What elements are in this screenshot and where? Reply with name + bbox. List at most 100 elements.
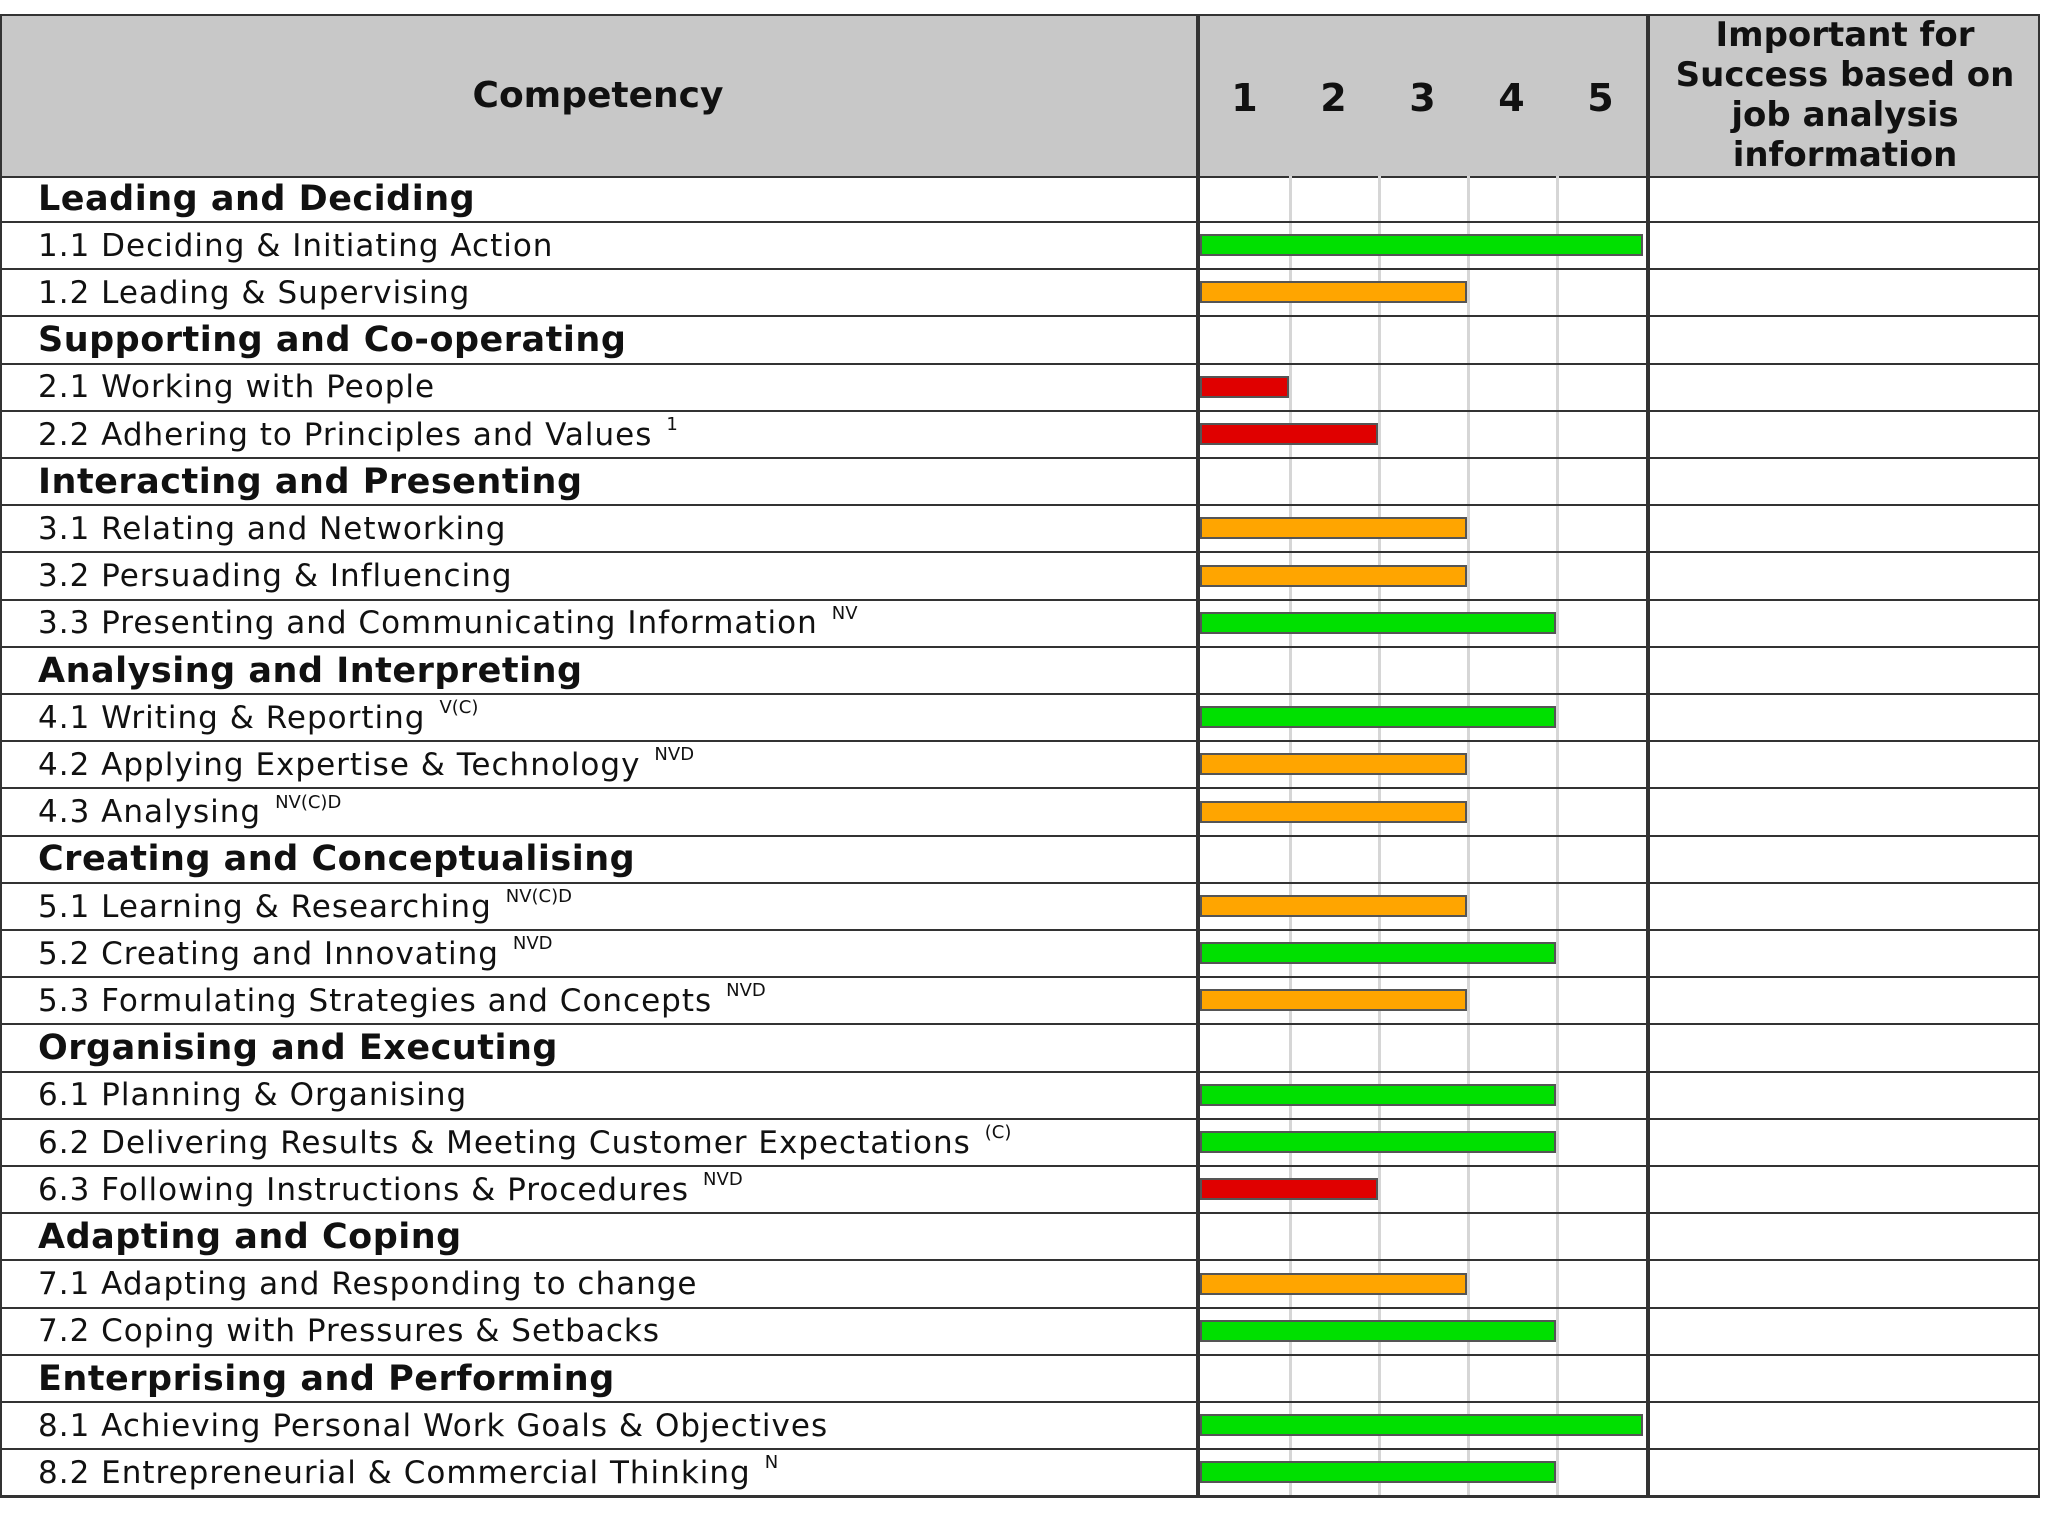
label-text: Adapting and Coping — [38, 1216, 462, 1257]
label-footnote: NV(C)D — [275, 791, 342, 813]
competency-row: 1.1 Deciding & Initiating Action — [0, 223, 2040, 271]
section-row: Analysing and Interpreting — [0, 648, 2040, 695]
competency-row: 5.3 Formulating Strategies and Concepts N… — [0, 978, 2040, 1026]
section-row: Organising and Executing — [0, 1026, 2040, 1073]
competency-label: 2.2 Adhering to Principles and Values 1 — [38, 412, 678, 457]
scale-label-1: 1 — [1231, 76, 1258, 120]
label-text: 5.2 Creating and Innovating — [38, 935, 499, 972]
rating-bar — [1200, 1083, 1556, 1106]
label-text: 5.1 Learning & Researching — [38, 888, 492, 925]
competency-label: 6.3 Following Instructions & Procedures N… — [38, 1167, 743, 1212]
section-row: Leading and Deciding — [0, 176, 2040, 223]
label-text: Analysing and Interpreting — [38, 650, 583, 691]
rating-bar — [1200, 1319, 1556, 1342]
header-scale: 1 2 3 4 5 — [1198, 14, 1646, 176]
competency-row: 6.3 Following Instructions & Procedures N… — [0, 1167, 2040, 1215]
label-text: 2.2 Adhering to Principles and Values — [38, 416, 653, 453]
label-text: 1.1 Deciding & Initiating Action — [38, 227, 554, 264]
section-label: Analysing and Interpreting — [38, 648, 583, 693]
section-label: Organising and Executing — [38, 1026, 558, 1071]
section-row: Creating and Conceptualising — [0, 837, 2040, 884]
competency-row: 6.2 Delivering Results & Meeting Custome… — [0, 1120, 2040, 1167]
competency-label: 7.2 Coping with Pressures & Setbacks — [38, 1309, 660, 1354]
header-competency: Competency — [472, 74, 724, 116]
competency-label: 4.3 Analysing NV(C)D — [38, 790, 341, 835]
table-header: Competency 1 2 3 4 5 Important for Succe… — [0, 14, 2040, 178]
label-text: 4.3 Analysing — [38, 794, 262, 831]
rating-bar — [1200, 753, 1467, 776]
label-text: 2.1 Working with People — [38, 369, 436, 406]
rating-bar — [1200, 800, 1467, 823]
competency-label: 8.2 Entrepreneurial & Commercial Thinkin… — [38, 1450, 778, 1495]
label-text: 3.3 Presenting and Communicating Informa… — [38, 605, 818, 642]
label-text: Supporting and Co-operating — [38, 320, 627, 361]
label-text: 7.1 Adapting and Responding to change — [38, 1266, 698, 1303]
label-text: 8.2 Entrepreneurial & Commercial Thinkin… — [38, 1454, 751, 1491]
competency-row: 6.1 Planning & Organising — [0, 1073, 2040, 1120]
label-text: Organising and Executing — [38, 1028, 558, 1069]
competency-row: 2.2 Adhering to Principles and Values 1 — [0, 412, 2040, 459]
competency-label: 5.3 Formulating Strategies and Concepts N… — [38, 978, 766, 1023]
competency-row: 7.1 Adapting and Responding to change — [0, 1262, 2040, 1309]
section-label: Supporting and Co-operating — [38, 318, 626, 363]
competency-row: 1.2 Leading & Supervising — [0, 270, 2040, 318]
rating-bar — [1200, 517, 1467, 540]
competency-row: 5.2 Creating and Innovating NVD — [0, 931, 2040, 979]
label-footnote: NVD — [703, 1169, 743, 1191]
label-text: Enterprising and Performing — [38, 1358, 615, 1399]
section-row: Interacting and Presenting — [0, 459, 2040, 507]
label-footnote: NVD — [512, 933, 553, 955]
rating-bar — [1200, 234, 1643, 257]
column-divider — [1196, 14, 1200, 1498]
competency-label: 5.1 Learning & Researching NV(C)D — [38, 884, 572, 929]
section-label: Interacting and Presenting — [38, 459, 583, 504]
competency-row: 4.3 Analysing NV(C)D — [0, 790, 2040, 837]
rating-bar — [1200, 1131, 1556, 1153]
rating-bar — [1200, 1178, 1378, 1201]
competency-label: 2.1 Working with People — [38, 365, 435, 410]
scale-label-4: 4 — [1498, 76, 1525, 120]
section-label: Enterprising and Performing — [38, 1356, 615, 1401]
competency-label: 3.1 Relating and Networking — [38, 506, 506, 551]
competency-label: 5.2 Creating and Innovating NVD — [38, 931, 553, 976]
competency-row: 3.2 Persuading & Influencing — [0, 554, 2040, 601]
label-footnote: NVD — [726, 980, 766, 1002]
label-text: 4.1 Writing & Reporting — [38, 699, 426, 736]
scale-gridline — [1556, 176, 1559, 1498]
rating-bar — [1200, 942, 1556, 965]
section-label: Leading and Deciding — [38, 176, 475, 221]
rating-bar — [1200, 281, 1467, 304]
rating-bar — [1200, 564, 1467, 587]
section-row: Enterprising and Performing — [0, 1356, 2040, 1403]
section-label: Adapting and Coping — [38, 1214, 462, 1259]
label-text: Interacting and Presenting — [38, 461, 583, 502]
competency-row: 8.2 Entrepreneurial & Commercial Thinkin… — [0, 1450, 2040, 1498]
rating-bar — [1200, 895, 1467, 917]
label-text: 3.1 Relating and Networking — [38, 510, 507, 547]
label-text: 7.2 Coping with Pressures & Setbacks — [38, 1313, 660, 1350]
label-text: 5.3 Formulating Strategies and Concepts — [38, 982, 713, 1019]
label-text: 1.2 Leading & Supervising — [38, 274, 471, 311]
rating-bar — [1200, 1461, 1556, 1484]
section-label: Creating and Conceptualising — [38, 837, 635, 882]
rating-bar — [1200, 1272, 1467, 1295]
scale-label-5: 5 — [1587, 76, 1614, 120]
competency-row: 7.2 Coping with Pressures & Setbacks — [0, 1309, 2040, 1356]
label-footnote: 1 — [666, 414, 678, 435]
competency-label: 1.1 Deciding & Initiating Action — [38, 223, 553, 268]
label-footnote: N — [764, 1452, 779, 1474]
header-importance: Important for Success based on job analy… — [1675, 15, 2015, 175]
competency-label: 7.1 Adapting and Responding to change — [38, 1262, 697, 1307]
scale-gridline — [1467, 176, 1470, 1498]
label-footnote: (C) — [984, 1122, 1012, 1143]
rating-bar — [1200, 706, 1556, 729]
label-footnote: V(C) — [439, 697, 479, 719]
competency-label: 6.2 Delivering Results & Meeting Custome… — [38, 1120, 1011, 1165]
rating-bar — [1200, 611, 1556, 634]
competency-label: 6.1 Planning & Organising — [38, 1073, 467, 1118]
competency-row: 8.1 Achieving Personal Work Goals & Obje… — [0, 1403, 2040, 1451]
column-divider — [1646, 14, 1650, 1498]
label-text: 6.1 Planning & Organising — [38, 1077, 468, 1114]
scale-label-2: 2 — [1320, 76, 1347, 120]
competency-label: 3.3 Presenting and Communicating Informa… — [38, 601, 858, 646]
